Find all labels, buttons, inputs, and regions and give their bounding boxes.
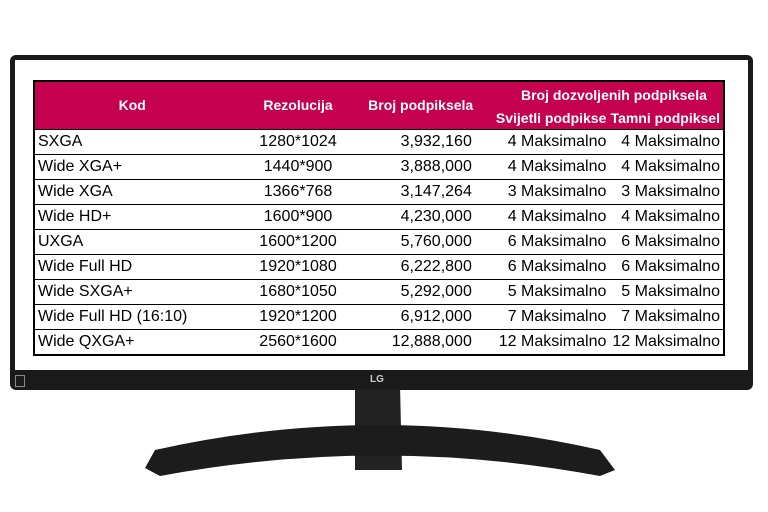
- table-row: SXGA 1280*1024 3,932,160 4 Maksimalno 4 Maks…: [34, 128, 724, 154]
- cell-broj: 5,760,000: [366, 228, 475, 254]
- cell-svijetli: 7 Maksimalno: [474, 303, 610, 329]
- table-row: Wide SXGA+ 1680*1050 5,292,000 5 Maksimalno…: [34, 278, 724, 304]
- header-group: Broj dozvoljenih podpiksela: [474, 81, 724, 107]
- cell-kod: SXGA: [34, 128, 230, 154]
- cell-tamni: 3 Maksimalno: [609, 178, 724, 204]
- table-row: Wide XGA 1366*768 3,147,264 3 Maksimalno 3 M…: [34, 178, 724, 204]
- cell-kod: UXGA: [34, 228, 230, 254]
- cell-kod: Wide XGA+: [34, 153, 230, 179]
- header-svijetli: Svijetli podpikse: [474, 107, 610, 129]
- cell-svijetli: 4 Maksimalno: [474, 153, 610, 179]
- cell-tamni: 4 Maksimalno: [609, 203, 724, 229]
- cell-rezolucija: 1366*768: [229, 178, 367, 204]
- cell-tamni: 12 Maksimalno: [609, 328, 724, 355]
- cell-svijetli: 5 Maksimalno: [474, 278, 610, 304]
- header-kod: Kod: [34, 81, 230, 129]
- cell-kod: Wide XGA: [34, 178, 230, 204]
- cell-kod: Wide QXGA+: [34, 328, 230, 355]
- header-rezolucija: Rezolucija: [229, 81, 367, 129]
- cell-rezolucija: 1280*1024: [229, 128, 367, 154]
- cell-kod: Wide HD+: [34, 203, 230, 229]
- table-row: Wide Full HD 1920*1080 6,222,800 6 Maksimal…: [34, 253, 724, 279]
- cell-svijetli: 12 Maksimalno: [474, 328, 610, 355]
- cell-rezolucija: 2560*1600: [229, 328, 367, 355]
- cell-rezolucija: 1600*900: [229, 203, 367, 229]
- cell-kod: Wide Full HD: [34, 253, 230, 279]
- cell-broj: 6,222,800: [366, 253, 475, 279]
- cell-kod: Wide SXGA+: [34, 278, 230, 304]
- cell-rezolucija: 1920*1080: [229, 253, 367, 279]
- cell-rezolucija: 1600*1200: [229, 228, 367, 254]
- cell-tamni: 6 Maksimalno: [609, 253, 724, 279]
- table-row: Wide HD+ 1600*900 4,230,000 4 Maksimalno 4 M…: [34, 203, 724, 229]
- cell-rezolucija: 1440*900: [229, 153, 367, 179]
- cell-broj: 12,888,000: [366, 328, 475, 355]
- cell-broj: 3,888,000: [366, 153, 475, 179]
- cell-tamni: 4 Maksimalno: [609, 128, 724, 154]
- cell-tamni: 6 Maksimalno: [609, 228, 724, 254]
- energy-badge-icon: [15, 375, 25, 387]
- cell-broj: 3,147,264: [366, 178, 475, 204]
- cell-svijetli: 4 Maksimalno: [474, 128, 610, 154]
- cell-svijetli: 4 Maksimalno: [474, 203, 610, 229]
- table-row: Wide Full HD (16:10) 1920*1200 6,912,000 7 …: [34, 303, 724, 329]
- cell-tamni: 7 Maksimalno: [609, 303, 724, 329]
- cell-svijetli: 6 Maksimalno: [474, 228, 610, 254]
- cell-svijetli: 6 Maksimalno: [474, 253, 610, 279]
- subpixel-table: Kod Rezolucija Broj podpiksela Broj dozv…: [33, 80, 725, 356]
- cell-kod: Wide Full HD (16:10): [34, 303, 230, 329]
- cell-broj: 3,932,160: [366, 128, 475, 154]
- header-broj: Broj podpiksela: [366, 81, 475, 129]
- table-row: Wide XGA+ 1440*900 3,888,000 4 Maksimalno 4 …: [34, 153, 724, 179]
- lg-logo: LG: [370, 374, 384, 385]
- cell-rezolucija: 1680*1050: [229, 278, 367, 304]
- header-tamni: Tamni podpiksel: [609, 107, 724, 129]
- cell-rezolucija: 1920*1200: [229, 303, 367, 329]
- cell-svijetli: 3 Maksimalno: [474, 178, 610, 204]
- table-row: Wide QXGA+ 2560*1600 12,888,000 12 Maksimal…: [34, 328, 724, 355]
- cell-broj: 4,230,000: [366, 203, 475, 229]
- cell-tamni: 4 Maksimalno: [609, 153, 724, 179]
- cell-broj: 5,292,000: [366, 278, 475, 304]
- cell-broj: 6,912,000: [366, 303, 475, 329]
- cell-tamni: 5 Maksimalno: [609, 278, 724, 304]
- table-row: UXGA 1600*1200 5,760,000 6 Maksimalno 6 Maks…: [34, 228, 724, 254]
